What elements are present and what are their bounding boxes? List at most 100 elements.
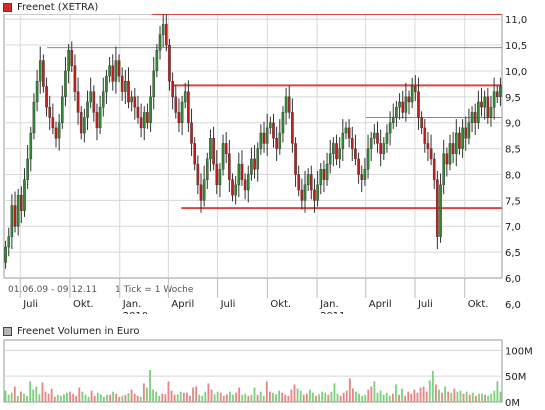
candle-body: [48, 106, 52, 118]
volume-chart[interactable]: 100M 50M 0M: [0, 338, 545, 410]
volume-bar: [149, 369, 151, 402]
candle-body: [79, 112, 83, 134]
volume-bar: [358, 393, 360, 402]
volume-bar: [450, 392, 453, 402]
candle-body: [130, 96, 133, 103]
volume-bar: [4, 390, 7, 402]
candle-body: [486, 96, 490, 118]
y-tick-label: 8,5: [505, 145, 521, 156]
candle-body: [344, 127, 348, 134]
volume-bar: [262, 395, 265, 402]
volume-bar: [318, 394, 321, 402]
candle-body: [171, 81, 174, 98]
volume-bar: [72, 393, 75, 402]
candle-body: [193, 143, 196, 165]
candle-body: [404, 96, 408, 113]
candle-body: [426, 143, 430, 149]
volume-bar: [456, 391, 459, 402]
candle-body: [23, 179, 26, 211]
candle-body: [300, 189, 304, 201]
volume-bar: [201, 395, 204, 402]
volume-bar: [474, 395, 477, 402]
volume-bar: [308, 389, 311, 402]
candle-body: [369, 138, 373, 149]
y-tick-label: 10,0: [505, 67, 527, 78]
volume-bar: [121, 395, 124, 402]
volume-bar: [130, 389, 133, 402]
volume-bar: [32, 389, 35, 402]
y-tick-label: 6,5: [505, 248, 521, 259]
candle-body: [105, 75, 108, 92]
candle-body: [284, 96, 288, 113]
volume-bar: [189, 395, 191, 402]
x-tick-label: Jan.: [319, 299, 339, 310]
candle-body: [70, 50, 74, 66]
volume-bar: [35, 386, 38, 402]
volume-bar: [404, 395, 407, 402]
candle-body: [165, 24, 168, 46]
volume-bar: [216, 391, 219, 402]
candle-body: [89, 91, 92, 103]
candle-body: [111, 65, 115, 82]
volume-bar: [66, 392, 68, 402]
volume-bar: [413, 389, 416, 402]
volume-bar: [56, 394, 59, 402]
candle-body: [269, 122, 272, 129]
volume-bar: [185, 392, 188, 402]
candle-body: [152, 70, 156, 98]
candle-body: [410, 86, 414, 103]
candle-body: [373, 132, 376, 139]
candle-body: [341, 132, 345, 149]
candle-body: [480, 101, 483, 108]
candle-body: [57, 122, 61, 139]
candle-body: [350, 138, 354, 149]
volume-bar: [333, 383, 336, 402]
candle-body: [407, 96, 411, 103]
volume-bar: [16, 395, 19, 402]
candle-body: [42, 60, 45, 87]
volume-bar: [50, 388, 53, 402]
candle-body: [67, 50, 70, 72]
volume-bar: [391, 393, 394, 402]
candle-body: [155, 50, 159, 72]
volume-bar: [158, 395, 161, 402]
candle-body: [477, 101, 480, 123]
candle-body: [133, 96, 137, 108]
volume-bar: [152, 389, 155, 402]
y-tick-label: 9,5: [505, 93, 521, 104]
candle-body: [451, 143, 455, 154]
price-chart[interactable]: 11,0 10,5 10,0 9,5 9,0 8,5 8,0 7,5 7,0 6,5 6,0 01.0…: [0, 14, 545, 314]
candle-body: [127, 81, 130, 103]
volume-bar: [109, 394, 111, 402]
volume-bar: [192, 387, 194, 402]
x-tick-label: Juli: [22, 299, 38, 310]
volume-bar: [434, 384, 437, 402]
volume-tick-label: 0M: [505, 398, 520, 409]
volume-bar: [19, 391, 22, 402]
candle-body: [199, 184, 203, 201]
candle-body: [92, 91, 96, 113]
candle-body: [391, 117, 395, 123]
volume-bar: [146, 387, 148, 402]
volume-bar: [133, 393, 136, 402]
candle-body: [20, 194, 23, 211]
volume-bar: [96, 392, 99, 402]
volume-bar: [468, 394, 471, 402]
candle-body: [338, 148, 341, 160]
candle-body: [51, 117, 55, 129]
volume-bar: [38, 394, 41, 402]
candle-body: [272, 122, 275, 139]
candle-body: [142, 112, 146, 129]
candle-body: [29, 132, 33, 160]
volume-bar: [361, 395, 364, 402]
volume-bar: [419, 387, 422, 402]
candle-body: [470, 112, 474, 123]
candle-body: [139, 117, 143, 129]
volume-bar: [41, 382, 44, 402]
candle-body: [467, 122, 471, 139]
volume-bar: [441, 392, 443, 402]
volume-bar: [336, 393, 339, 402]
volume-bar: [382, 394, 385, 402]
volume-bar: [401, 388, 404, 402]
candle-body: [492, 91, 496, 108]
